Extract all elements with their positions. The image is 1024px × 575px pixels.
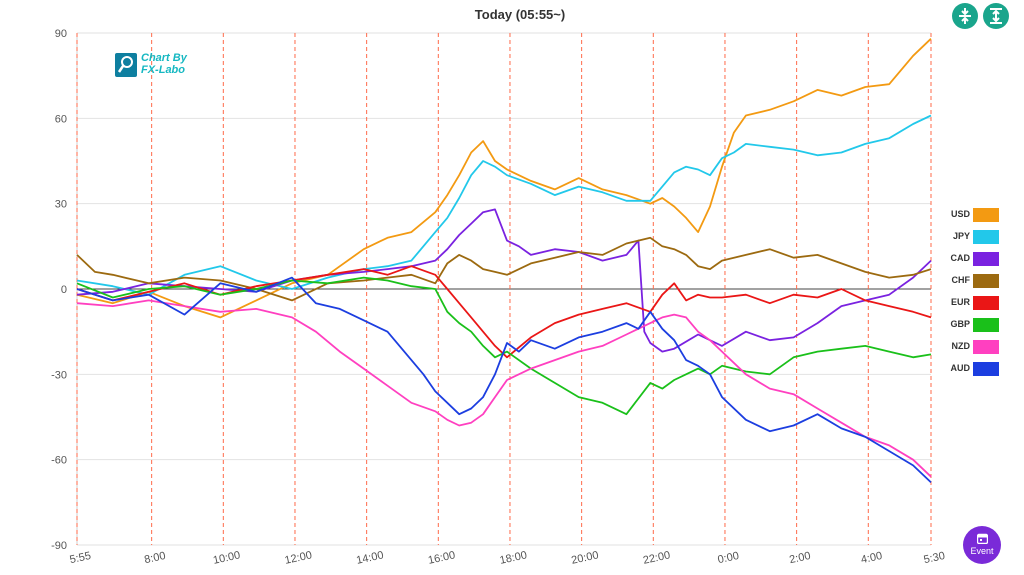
y-tick-label: -30 bbox=[51, 369, 67, 381]
legend-label: GBP bbox=[950, 319, 970, 329]
y-tick-label: 60 bbox=[55, 113, 67, 125]
legend-label: CHF bbox=[951, 275, 971, 285]
legend-item-aud[interactable]: AUD bbox=[938, 360, 1024, 382]
legend-swatch bbox=[973, 274, 999, 288]
legend-item-jpy[interactable]: JPY bbox=[938, 228, 1024, 250]
legend-label: EUR bbox=[950, 297, 970, 307]
y-tick-label: 90 bbox=[55, 28, 67, 40]
legend-label: USD bbox=[950, 209, 970, 219]
legend-item-nzd[interactable]: NZD bbox=[938, 338, 1024, 360]
x-tick-label: 4:00 bbox=[860, 550, 883, 566]
x-tick-label: 20:00 bbox=[570, 549, 599, 566]
magnifier-logo-icon bbox=[115, 53, 137, 77]
series-line-aud bbox=[76, 276, 932, 484]
series-line-cad bbox=[76, 208, 932, 353]
y-tick-label: 0 bbox=[61, 284, 67, 296]
expand-vertical-icon bbox=[990, 8, 1002, 24]
series-lines bbox=[76, 38, 932, 484]
series-line-usd bbox=[76, 38, 932, 319]
y-tick-label: -90 bbox=[51, 540, 67, 552]
series-line-nzd bbox=[76, 299, 932, 478]
series-line-jpy bbox=[76, 114, 932, 296]
series-line-eur bbox=[76, 265, 932, 359]
x-tick-label: 22:00 bbox=[642, 549, 671, 566]
x-tick-label: 18:00 bbox=[499, 549, 528, 566]
event-label: Event bbox=[970, 546, 994, 556]
x-tick-label: 8:00 bbox=[143, 550, 166, 566]
fit-height-button[interactable] bbox=[952, 3, 978, 29]
legend-swatch bbox=[973, 362, 999, 376]
legend-swatch bbox=[973, 296, 999, 310]
legend: USD JPY CAD CHF EUR GBP NZD AUD bbox=[938, 206, 1024, 382]
legend-swatch bbox=[973, 208, 999, 222]
compress-vertical-icon bbox=[959, 8, 971, 24]
fx-labo-logo: Chart By FX-Labo bbox=[115, 52, 205, 80]
y-tick-label: -60 bbox=[51, 455, 67, 467]
series-line-chf bbox=[76, 236, 932, 302]
x-tick-label: 14:00 bbox=[355, 549, 384, 566]
legend-swatch bbox=[973, 252, 999, 266]
x-tick-label: 2:00 bbox=[788, 550, 811, 566]
chart-title: Today (05:55~) bbox=[474, 7, 566, 22]
legend-item-cad[interactable]: CAD bbox=[938, 250, 1024, 272]
y-tick-label: 30 bbox=[55, 199, 67, 211]
x-tick-label: 12:00 bbox=[284, 549, 313, 566]
legend-swatch bbox=[973, 230, 999, 244]
x-tick-label: 5:55 bbox=[69, 550, 92, 566]
x-tick-label: 10:00 bbox=[212, 549, 241, 566]
x-tick-label: 16:00 bbox=[427, 549, 456, 566]
legend-item-chf[interactable]: CHF bbox=[938, 272, 1024, 294]
legend-swatch bbox=[973, 340, 999, 354]
x-tick-label: 5:30 bbox=[923, 550, 946, 566]
x-axis: 5:55 8:00 10:00 12:00 14:00 16:00 18:00 20:00 22… bbox=[69, 549, 946, 566]
legend-item-eur[interactable]: EUR bbox=[938, 294, 1024, 316]
event-button[interactable]: Event bbox=[963, 526, 1001, 564]
legend-swatch bbox=[973, 318, 999, 332]
legend-label: AUD bbox=[950, 363, 971, 373]
expand-height-button[interactable] bbox=[983, 3, 1009, 29]
logo-text: Chart By FX-Labo bbox=[141, 52, 187, 76]
legend-label: JPY bbox=[952, 231, 970, 241]
y-axis: -90 -60 -30 0 30 60 90 bbox=[51, 28, 67, 552]
series-line-gbp bbox=[76, 276, 932, 416]
legend-item-usd[interactable]: USD bbox=[938, 206, 1024, 228]
legend-label: CAD bbox=[950, 253, 971, 263]
legend-label: NZD bbox=[951, 341, 971, 351]
legend-item-gbp[interactable]: GBP bbox=[938, 316, 1024, 338]
calendar-icon bbox=[977, 533, 988, 544]
x-tick-label: 0:00 bbox=[717, 550, 740, 566]
